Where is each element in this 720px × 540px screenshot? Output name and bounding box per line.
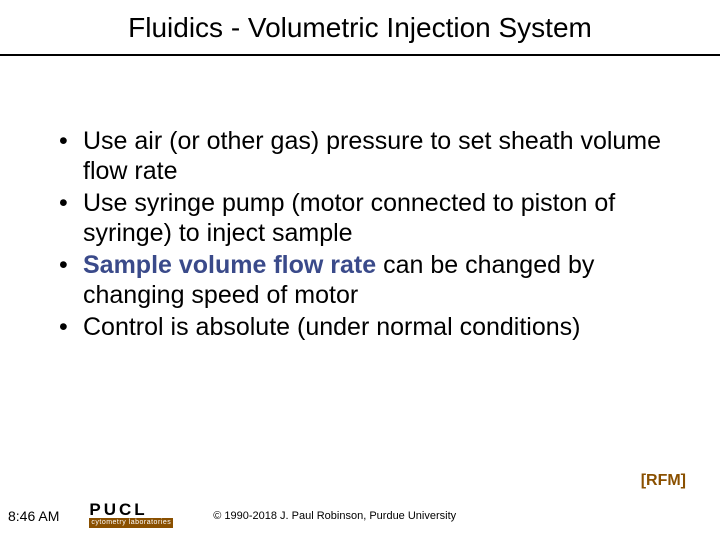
bullet-text-pre: Use air (or other gas) pressure to set s… — [83, 127, 661, 185]
bullet-item: Control is absolute (under normal condit… — [55, 312, 670, 342]
logo-text-top: PUCL — [89, 501, 173, 518]
slide-title: Fluidics - Volumetric Injection System — [0, 0, 720, 54]
timestamp: 8:46 AM — [8, 508, 59, 524]
bullet-item: Sample volume flow rate can be changed b… — [55, 250, 670, 310]
logo: PUCL cytometry laboratories — [89, 501, 173, 528]
logo-text-bottom: cytometry laboratories — [89, 518, 173, 528]
bullet-text-pre: Use syringe pump (motor connected to pis… — [83, 189, 615, 247]
footer: 8:46 AM PUCL cytometry laboratories © 19… — [0, 501, 720, 532]
bullet-list: Use air (or other gas) pressure to set s… — [55, 126, 670, 342]
bullet-item: Use syringe pump (motor connected to pis… — [55, 188, 670, 248]
content-area: Use air (or other gas) pressure to set s… — [0, 56, 720, 342]
bullet-text-pre: Control is absolute (under normal condit… — [83, 313, 580, 341]
copyright-text: © 1990-2018 J. Paul Robinson, Purdue Uni… — [213, 510, 456, 522]
bullet-item: Use air (or other gas) pressure to set s… — [55, 126, 670, 186]
attribution-label: [RFM] — [641, 472, 686, 490]
bullet-text-em: Sample volume flow rate — [83, 251, 376, 279]
